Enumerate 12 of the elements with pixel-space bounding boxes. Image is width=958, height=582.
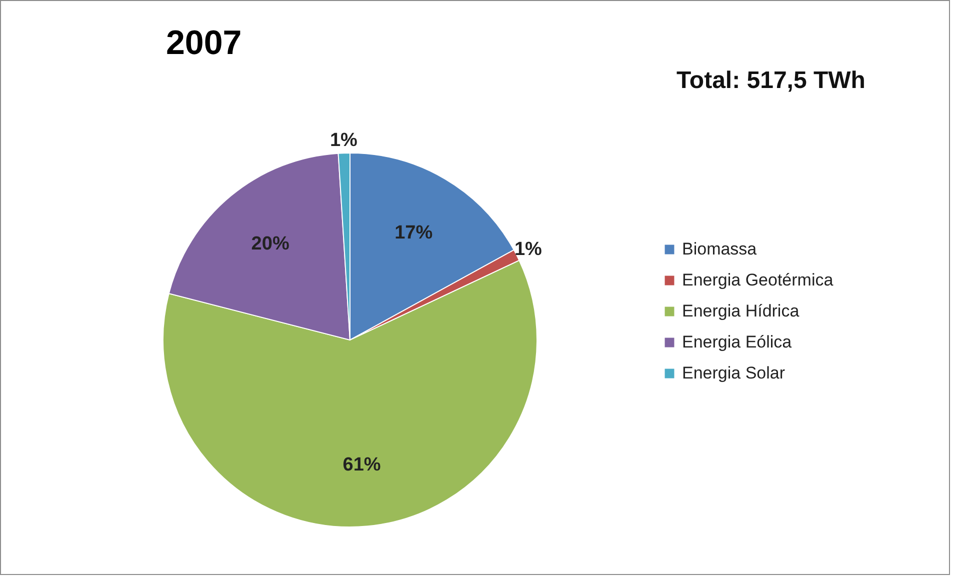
legend-label: Energia Hídrica: [682, 302, 800, 320]
legend-label: Energia Eólica: [682, 332, 792, 352]
data-label: 17%: [394, 222, 433, 244]
legend-label: Biomassa: [682, 240, 758, 258]
data-label: 1%: [330, 130, 358, 152]
legend-label: Energia Geotérmica: [682, 270, 834, 290]
data-label: 20%: [251, 234, 290, 255]
chart-title: 2007: [166, 24, 242, 62]
text: Total: 517,5 TWh: [676, 67, 866, 94]
legend-label: Energia Solar: [682, 364, 786, 382]
data-label: 1%: [514, 239, 542, 260]
data-label: 61%: [342, 454, 381, 476]
